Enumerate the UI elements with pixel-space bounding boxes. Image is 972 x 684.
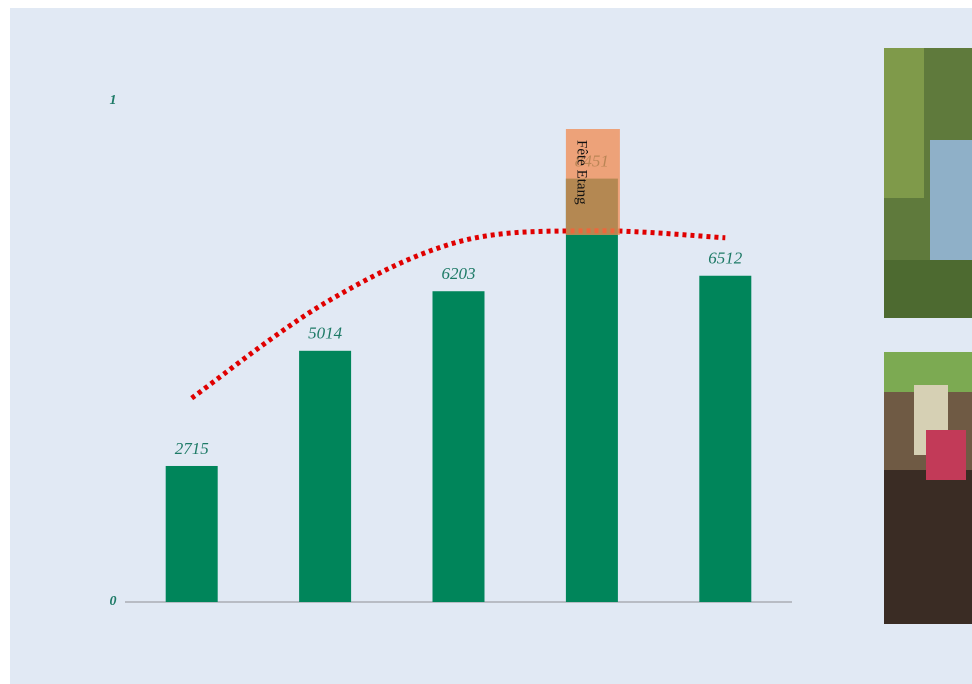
y-tick-label: 1 (110, 93, 117, 108)
bar (299, 350, 352, 602)
bar (432, 291, 485, 602)
background (10, 8, 972, 684)
photo-top (884, 48, 972, 318)
value-label: 2715 (175, 439, 209, 458)
trend-line (190, 228, 726, 401)
photo-bottom (884, 352, 972, 624)
annotation-box (565, 129, 620, 235)
bar (699, 275, 752, 602)
y-tick-label: 0 (110, 594, 117, 609)
value-label: 6512 (708, 249, 743, 268)
annotation: Fête Etang (573, 140, 589, 205)
bar (165, 465, 218, 602)
bar (565, 178, 618, 602)
value-label: 5014 (308, 324, 343, 343)
value-label: 6203 (442, 264, 476, 283)
